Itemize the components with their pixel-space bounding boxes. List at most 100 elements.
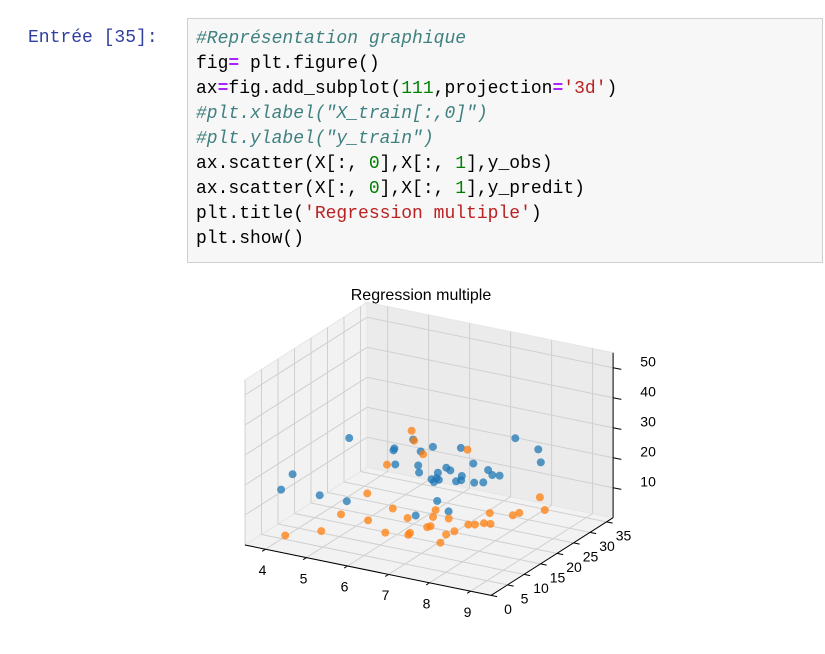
code-token: 1 <box>455 154 467 174</box>
tick-mark <box>540 563 547 566</box>
x-tick-label: 6 <box>341 579 349 595</box>
tick-mark <box>523 573 531 577</box>
scatter-point <box>337 510 345 519</box>
scatter-point <box>436 538 445 547</box>
tick-mark <box>573 542 580 545</box>
code-token: ],X[:, <box>379 179 456 199</box>
scatter-point <box>383 460 391 469</box>
tick-mark <box>606 521 613 524</box>
grid-line <box>294 513 541 565</box>
z-tick-label: 20 <box>640 443 656 459</box>
code-cell[interactable]: #Représentation graphique fig= plt.figure… <box>187 18 823 263</box>
x-tick-label: 9 <box>464 604 472 620</box>
scatter-point <box>342 497 351 506</box>
code-line: plt.show() <box>196 227 822 252</box>
grid-line <box>366 346 614 399</box>
scatter-point <box>442 530 451 539</box>
code-line: plt.title('Regression multiple') <box>196 202 822 227</box>
code-token: ],y_predit) <box>466 179 585 199</box>
code-token: = <box>552 79 564 99</box>
axis-line <box>490 517 614 596</box>
grid-line <box>366 436 614 489</box>
code-line: #plt.ylabel("y_train") <box>196 127 822 152</box>
code-token: ],y_obs) <box>466 154 553 174</box>
code-token: fig <box>196 54 229 74</box>
grid-line <box>244 316 368 396</box>
x-tick-label: 8 <box>423 596 431 612</box>
y-tick-label: 5 <box>521 591 529 607</box>
scatter-point <box>403 514 412 522</box>
scatter-point <box>429 512 437 521</box>
grid-line <box>244 436 368 516</box>
scatter-point <box>345 434 354 443</box>
code-token: #plt.ylabel("y_train") <box>196 129 434 149</box>
chart-title: Regression multiple <box>351 287 492 304</box>
scatter-point <box>414 461 423 470</box>
scatter-point <box>442 463 451 472</box>
grid-line <box>347 487 470 567</box>
scatter-point <box>390 444 399 453</box>
scatter-point <box>535 493 544 502</box>
x-tick-label: 4 <box>259 562 267 578</box>
scatter-point <box>381 528 390 537</box>
scatter-point <box>411 511 420 520</box>
y-tick-label: 35 <box>616 528 632 544</box>
z-tick-label: 50 <box>640 353 656 369</box>
code-line: #Représentation graphique <box>196 27 822 52</box>
scatter-point <box>317 527 326 536</box>
y-tick-label: 30 <box>599 538 615 554</box>
code-token: ax.scatter(X[:, <box>196 154 369 174</box>
code-token: ,projection <box>433 79 553 99</box>
scatter-point <box>433 496 442 505</box>
code-token: 'Regression multiple' <box>304 204 531 224</box>
scatter-point <box>495 471 504 480</box>
code-token: 1 <box>455 179 467 199</box>
scatter-point <box>315 491 324 500</box>
y-tick-label: 15 <box>550 570 566 586</box>
grid-line <box>429 504 552 584</box>
tick-mark <box>612 457 622 460</box>
scatter-point <box>419 450 428 459</box>
scatter-point <box>388 504 397 513</box>
scatter-point <box>281 531 290 540</box>
scatter-point <box>488 471 497 480</box>
code-line: fig= plt.figure() <box>196 52 822 77</box>
x-tick-label: 5 <box>300 570 308 586</box>
scatter-point <box>457 476 466 485</box>
code-token: ) <box>606 79 618 99</box>
code-token: plt.show() <box>196 229 305 249</box>
code-token: ],X[:, <box>379 154 456 174</box>
code-token: #Représentation graphique <box>196 29 467 49</box>
scatter-point <box>486 519 495 528</box>
code-token: 0 <box>368 179 380 199</box>
code-token: '3d' <box>563 79 607 99</box>
grid-line <box>343 481 591 533</box>
z-tick-label: 10 <box>640 473 656 489</box>
grid-line <box>244 406 368 486</box>
tick-mark <box>612 427 622 430</box>
scatter-point <box>277 485 286 494</box>
code-token: ax <box>196 79 218 99</box>
scatter-point <box>415 468 424 477</box>
code-token: 111 <box>401 79 434 99</box>
z-tick-label: 30 <box>640 413 656 429</box>
code-token: = <box>217 79 229 99</box>
scatter-point <box>463 445 472 454</box>
y-tick-label: 0 <box>504 601 512 617</box>
code-line: #plt.xlabel("X_train[:,0]") <box>196 102 822 127</box>
z-tick-label: 40 <box>640 383 656 399</box>
scatter-point <box>534 445 543 454</box>
scatter-point <box>407 426 416 435</box>
tick-mark <box>490 594 498 598</box>
scatter-point <box>470 478 479 487</box>
x-tick-label: 7 <box>382 587 390 603</box>
scatter-point <box>431 506 440 515</box>
grid-line <box>366 406 614 459</box>
tick-mark <box>556 552 564 556</box>
scatter-point <box>469 459 478 468</box>
scatter-point <box>410 436 419 445</box>
scatter-point <box>540 506 549 515</box>
y-tick-label: 20 <box>566 559 582 575</box>
scatter-point <box>426 522 435 531</box>
y-tick-label: 10 <box>533 580 549 596</box>
